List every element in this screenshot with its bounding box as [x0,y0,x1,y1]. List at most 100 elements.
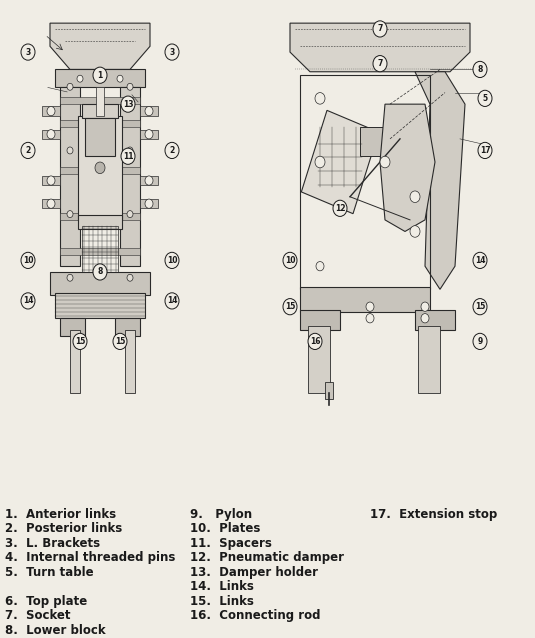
Polygon shape [290,23,470,71]
Bar [96,87,104,115]
Text: 10: 10 [23,256,33,265]
Bar [325,382,333,399]
Bar [70,330,80,394]
Circle shape [117,75,123,82]
Bar [140,176,158,185]
Text: 12: 12 [335,204,345,213]
Circle shape [121,148,135,165]
Bar [308,327,330,394]
Circle shape [145,199,153,209]
Circle shape [145,130,153,139]
Circle shape [421,314,429,323]
Text: 1.  Anterior links: 1. Anterior links [5,508,116,521]
Circle shape [373,56,387,71]
Text: 15: 15 [75,337,85,346]
Text: 14: 14 [475,256,485,265]
Circle shape [21,252,35,269]
Circle shape [165,142,179,159]
Circle shape [410,226,420,237]
Circle shape [21,142,35,159]
Circle shape [127,84,133,90]
Circle shape [283,252,297,269]
Text: 2.  Posterior links: 2. Posterior links [5,522,123,535]
Text: 6.  Top plate: 6. Top plate [5,595,87,608]
Circle shape [473,333,487,350]
Text: 13: 13 [123,100,133,108]
Text: 4.  Internal threaded pins: 4. Internal threaded pins [5,551,175,564]
Circle shape [47,107,55,115]
Circle shape [127,147,133,154]
Bar [78,115,122,220]
Circle shape [366,302,374,311]
Text: 8: 8 [97,267,103,276]
Bar [82,104,118,118]
Text: 10.  Plates: 10. Plates [190,522,261,535]
Circle shape [165,293,179,309]
Bar [300,310,340,330]
Circle shape [67,84,73,90]
Bar [140,199,158,209]
Circle shape [97,75,103,82]
Circle shape [21,44,35,60]
Bar [78,215,122,229]
Polygon shape [415,71,465,289]
Circle shape [77,75,83,82]
Bar [50,272,150,295]
Text: 2: 2 [25,146,30,155]
Text: 17: 17 [480,146,490,155]
Circle shape [113,333,127,350]
Circle shape [421,302,429,311]
Circle shape [165,252,179,269]
Bar [60,121,140,128]
Text: 1: 1 [97,71,103,80]
Bar [415,310,455,330]
Text: 5: 5 [483,94,487,103]
Bar [55,293,145,318]
Circle shape [95,162,105,174]
Text: 3: 3 [170,48,174,57]
Bar [55,70,145,87]
Bar [125,330,135,394]
Circle shape [308,333,322,350]
Bar [42,199,60,209]
Bar [42,176,60,185]
Bar [115,318,140,336]
Circle shape [478,142,492,159]
Circle shape [67,211,73,218]
Circle shape [380,156,390,168]
Bar [42,130,60,139]
Text: 15: 15 [475,302,485,311]
Text: 8.  Lower block: 8. Lower block [5,624,105,637]
Text: 10: 10 [167,256,177,265]
Circle shape [47,130,55,139]
Text: 8: 8 [477,65,483,74]
Text: 15: 15 [285,302,295,311]
Text: 3: 3 [25,48,30,57]
Bar [60,87,80,266]
Bar [300,75,430,289]
Bar [140,107,158,115]
Bar [60,97,140,104]
Circle shape [93,67,107,84]
Circle shape [373,21,387,37]
Circle shape [145,176,153,185]
Circle shape [21,293,35,309]
Circle shape [316,262,324,271]
Bar [300,287,430,313]
Text: 16.  Connecting rod: 16. Connecting rod [190,609,320,623]
Text: 7: 7 [377,59,383,68]
Circle shape [333,200,347,216]
Text: 7: 7 [377,24,383,33]
Circle shape [67,274,73,281]
Circle shape [410,191,420,202]
Text: 17.  Extension stop: 17. Extension stop [370,508,497,521]
Circle shape [127,274,133,281]
Circle shape [366,314,374,323]
Bar [60,167,140,174]
Text: 5.  Turn table: 5. Turn table [5,566,94,579]
Circle shape [478,90,492,107]
Bar [140,130,158,139]
Text: 12.  Pneumatic damper: 12. Pneumatic damper [190,551,344,564]
Text: 10: 10 [285,256,295,265]
Bar [60,248,140,255]
